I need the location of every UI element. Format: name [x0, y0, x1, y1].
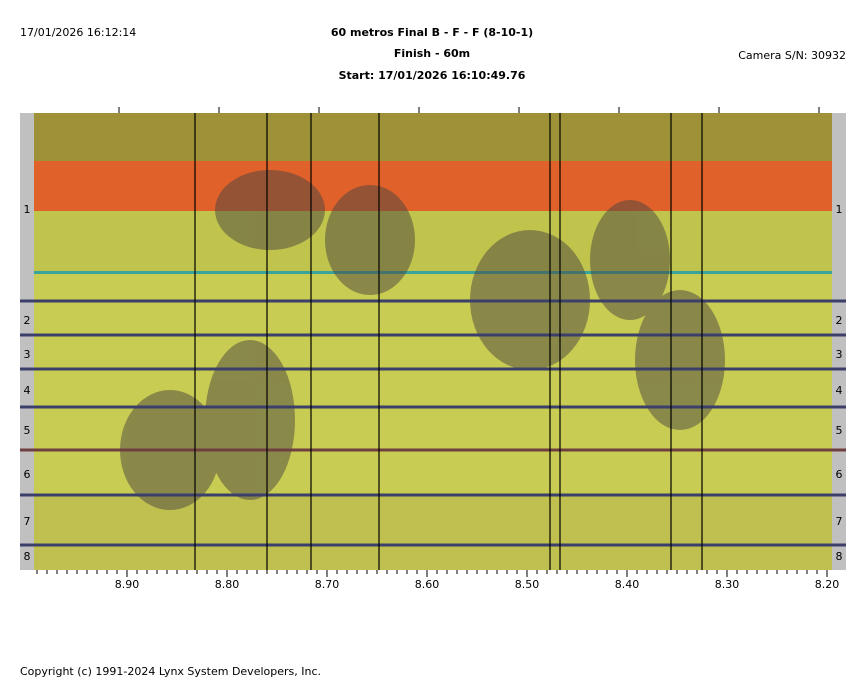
tick-label: 8.20: [815, 578, 840, 591]
lane-label: 7: [836, 515, 843, 528]
lane-label: 8: [836, 550, 843, 563]
lane-label: 2: [836, 314, 843, 327]
start-time: Start: 17/01/2026 16:10:49.76: [339, 69, 526, 82]
tick-label: 8.90: [115, 578, 140, 591]
lane-label: 6: [836, 468, 843, 481]
lane-dividers: [20, 299, 846, 547]
lane-label: 4: [836, 384, 843, 397]
lane-label: 8: [24, 550, 31, 563]
lane-label: 1: [836, 203, 843, 216]
lane-label: 2: [24, 314, 31, 327]
lane-line: [34, 271, 832, 274]
lane-label: 3: [836, 348, 843, 361]
timestamp: 17/01/2026 16:12:14: [20, 26, 136, 39]
banner: [34, 161, 832, 211]
tick-label: 8.60: [415, 578, 440, 591]
lane-label: 1: [24, 203, 31, 216]
tick-label: 8.30: [715, 578, 740, 591]
lane-label: 5: [24, 424, 31, 437]
event: Finish - 60m: [394, 47, 470, 60]
lane-label: 7: [24, 515, 31, 528]
finish-image: [20, 113, 846, 570]
tick-label: 8.70: [315, 578, 340, 591]
copyright: Copyright (c) 1991-2024 Lynx System Deve…: [20, 665, 321, 678]
tick-label: 8.40: [615, 578, 640, 591]
lane-label: 6: [24, 468, 31, 481]
stand: [34, 113, 832, 161]
tick-label: 8.50: [515, 578, 540, 591]
title: 60 metros Final B - F - F (8-10-1): [331, 26, 533, 39]
lane-label: 3: [24, 348, 31, 361]
track: [34, 211, 832, 271]
lane-label: 5: [836, 424, 843, 437]
lane-label: 4: [24, 384, 31, 397]
camera: Camera S/N: 30932: [738, 49, 846, 62]
tick-label: 8.80: [215, 578, 240, 591]
